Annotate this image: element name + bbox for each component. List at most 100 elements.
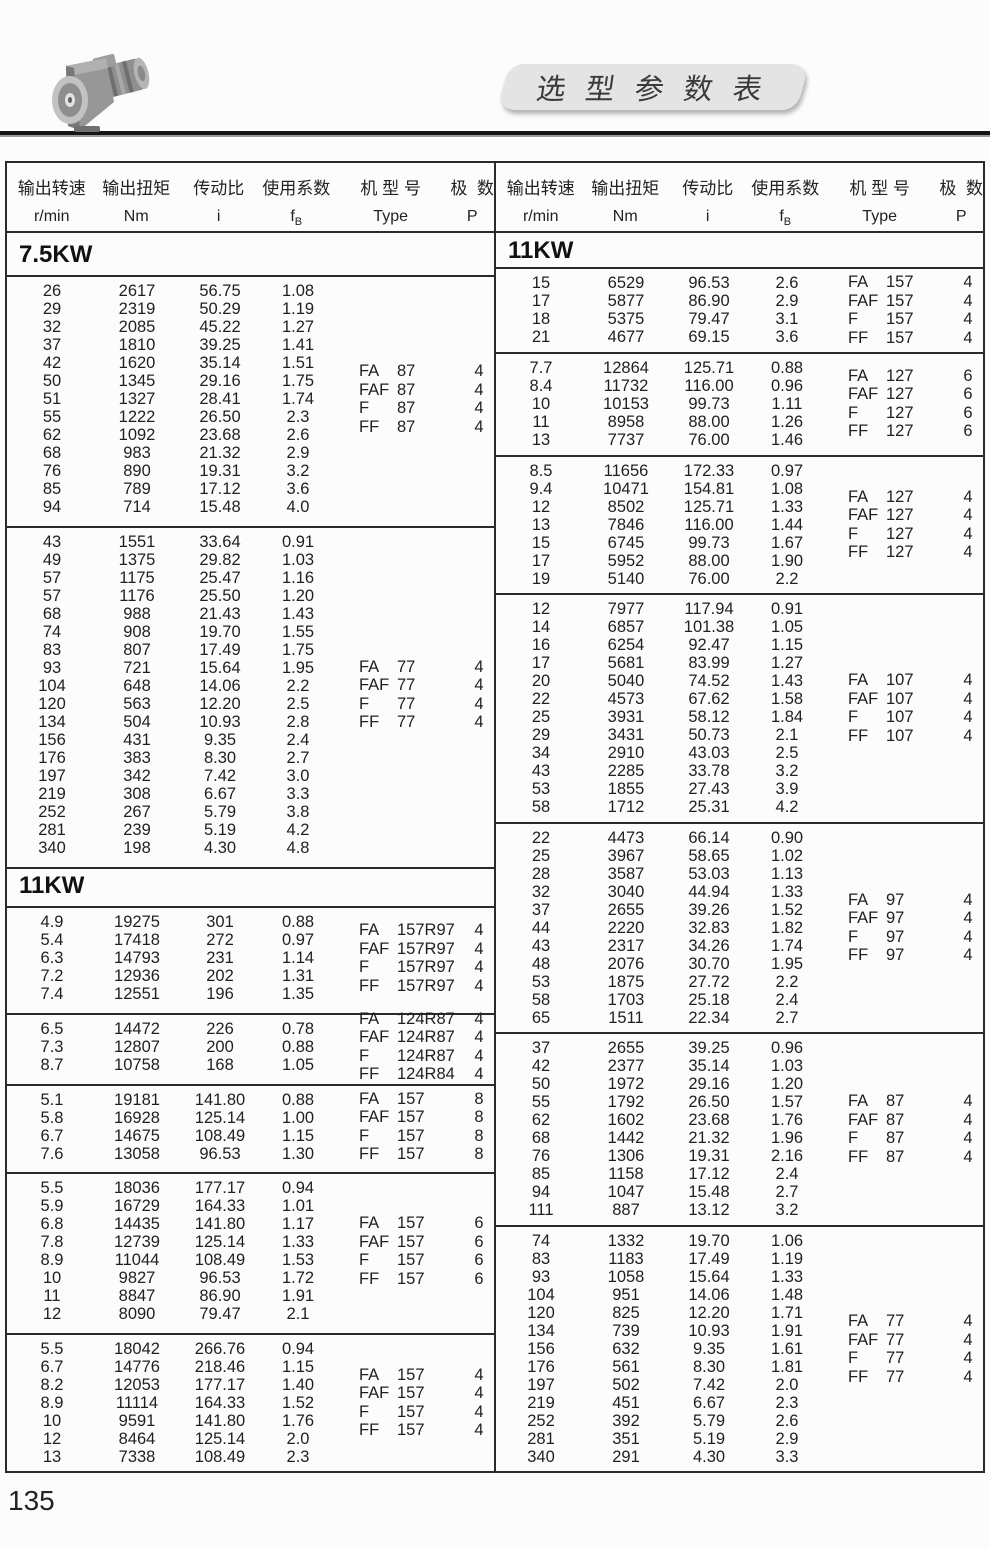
column-header-row: 输出转速 r/min 输出扭矩 Nm 传动比 i 使用系数 fB 机 型 号 Type 极 数 P (7, 163, 494, 233)
torque-cell: 12053 (114, 1375, 160, 1394)
torque-cell: 7977 (607, 600, 645, 619)
table-row: 68 983 21.32 2.9 (7, 444, 494, 462)
type-row: F 87 4 (359, 399, 493, 418)
rpm-cell: 44 (531, 918, 551, 937)
fb-cell: 3.6 (286, 480, 310, 499)
parameter-group: 74 1332 19.70 1.06 83 1183 17.49 1.19 93 1058 15.6… (496, 1225, 983, 1471)
pole-count: 4 (963, 708, 973, 727)
fb-cell: 0.91 (770, 600, 804, 619)
type-row: F 127 4 (848, 525, 982, 544)
table-row: 29 2319 50.29 1.19 (7, 300, 494, 318)
table-row: 44 2220 32.83 1.82 (496, 919, 983, 937)
torque-cell: 342 (123, 766, 151, 785)
rpm-cell: 120 (527, 1304, 555, 1322)
fb-cell: 2.0 (775, 1376, 799, 1394)
pole-count: 4 (963, 506, 973, 524)
fb-cell: 1.55 (281, 622, 315, 641)
table-row: 13 7737 76.00 1.46 (496, 431, 983, 449)
fb-cell: 1.03 (770, 1057, 804, 1076)
ratio-cell: 86.90 (688, 292, 730, 311)
ratio-cell: 301 (206, 913, 234, 932)
table-row: 156 431 9.35 2.4 (7, 731, 494, 749)
rpm-cell: 32 (531, 882, 551, 901)
torque-cell: 11044 (114, 1251, 160, 1270)
type-row: F 127 6 (848, 404, 982, 423)
rpm-cell: 94 (42, 498, 62, 517)
rpm-cell: 5.9 (40, 1197, 64, 1216)
column-label: 输出扭矩 (591, 179, 660, 198)
type-prefix: F (359, 1251, 370, 1270)
type-row: F 77 4 (359, 695, 493, 714)
table-row: 12 7977 117.94 0.91 (496, 600, 983, 618)
ratio-cell: 25.47 (199, 568, 241, 587)
pole-count: 4 (474, 657, 484, 676)
ratio-cell: 9.35 (692, 1340, 726, 1358)
fb-cell: 1.57 (770, 1093, 804, 1112)
torque-cell: 1183 (608, 1250, 644, 1268)
table-row: 176 561 8.30 1.81 (496, 1358, 983, 1376)
ratio-cell: 141.80 (194, 1411, 246, 1430)
table-row: 17 5952 88.00 1.90 (496, 552, 983, 570)
ratio-cell: 39.25 (688, 1039, 730, 1058)
table-row: 8.9 11044 108.49 1.53 (7, 1251, 494, 1269)
torque-cell: 714 (123, 498, 151, 517)
torque-cell: 14435 (114, 1215, 160, 1234)
type-size: 77 (397, 694, 416, 713)
rpm-cell: 8.4 (529, 376, 553, 395)
fb-cell: 1.33 (281, 1233, 315, 1252)
table-row: 55 1222 26.50 2.3 (7, 408, 494, 426)
type-size: 97 (886, 927, 905, 946)
pole-count: 4 (963, 1349, 973, 1367)
type-prefix: FA (848, 273, 869, 292)
torque-cell: 308 (123, 784, 151, 803)
torque-cell: 16729 (114, 1197, 160, 1216)
rpm-cell: 57 (42, 586, 62, 605)
type-row: F 124R87 4 (359, 1047, 493, 1066)
type-size: 157 (397, 1365, 425, 1384)
type-prefix: F (359, 958, 370, 977)
torque-cell: 11732 (603, 376, 649, 395)
ratio-cell: 15.64 (688, 1268, 730, 1286)
type-prefix: F (359, 399, 370, 418)
rpm-cell: 11 (43, 1287, 61, 1306)
parameter-group: 5.5 18042 266.76 0.94 6.7 14776 218.46 1.15 8.2 1… (7, 1332, 494, 1471)
table-row: 5.9 16729 164.33 1.01 (7, 1197, 494, 1215)
fb-cell: 1.30 (281, 1144, 315, 1163)
pole-count: 4 (474, 921, 484, 940)
type-block: FA 157 4 FAF 157 4 F 157 4 FF 157 4 (359, 1366, 493, 1440)
fb-cell: 1.71 (770, 1304, 804, 1322)
type-prefix: FA (848, 671, 869, 690)
table-row: 22 4473 66.14 0.90 (496, 829, 983, 847)
fb-cell: 1.41 (281, 336, 315, 355)
pole-count: 6 (963, 385, 973, 404)
fb-cell: 1.75 (281, 640, 315, 659)
ratio-cell: 231 (206, 949, 234, 968)
rpm-cell: 197 (38, 766, 66, 785)
fb-cell: 2.5 (775, 744, 799, 763)
pole-count: 4 (474, 958, 484, 977)
ratio-cell: 35.14 (199, 354, 241, 373)
type-size: 127 (886, 385, 914, 404)
type-prefix: FA (359, 362, 380, 381)
type-row: FF 77 4 (359, 713, 493, 732)
column-label: 机 型 号 (849, 179, 910, 198)
rpm-cell: 49 (42, 550, 62, 569)
fb-cell: 0.88 (281, 1090, 315, 1109)
torque-cell: 19181 (114, 1090, 160, 1109)
table-row: 8.5 11656 172.33 0.97 (496, 462, 983, 480)
type-prefix: F (848, 927, 859, 946)
type-prefix: FF (359, 1421, 380, 1440)
torque-cell: 1327 (118, 390, 156, 409)
pole-count: 4 (963, 946, 973, 965)
torque-cell: 1551 (118, 532, 156, 551)
torque-cell: 291 (612, 1448, 640, 1466)
table-row: 11 8847 86.90 1.91 (7, 1287, 494, 1305)
type-block: FA 124R87 4 FAF 124R87 4 F 124R87 4 FF 124R84 4 (359, 1010, 493, 1084)
table-row: 83 1183 17.49 1.19 (496, 1250, 983, 1268)
torque-cell: 18036 (114, 1179, 160, 1198)
rpm-cell: 29 (531, 726, 551, 745)
table-row: 134 504 10.93 2.8 (7, 713, 494, 731)
fb-cell: 1.95 (770, 954, 804, 973)
table-row: 15 6745 99.73 1.67 (496, 534, 983, 552)
torque-cell: 1810 (118, 336, 156, 355)
